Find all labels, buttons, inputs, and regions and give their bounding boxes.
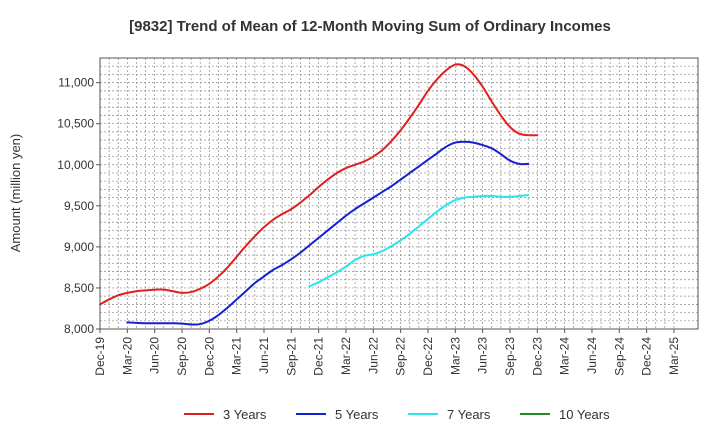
- x-tick-label: Mar-21: [230, 337, 244, 375]
- x-axis-ticks: Dec-19 Mar-20 Jun-20 Sep-20 Dec-20 Mar-21 Jun-…: [93, 329, 681, 376]
- legend-label: 7 Years: [447, 407, 491, 422]
- series-line-3-years: [99, 63, 539, 306]
- x-tick-label: Mar-24: [558, 337, 572, 375]
- x-tick-label: Mar-25: [667, 337, 681, 375]
- y-tick-label: 11,000: [58, 76, 94, 90]
- chart-title: [9832] Trend of Mean of 12-Month Moving …: [129, 18, 611, 35]
- legend-label: 10 Years: [559, 407, 610, 422]
- x-tick-label: Dec-20: [202, 337, 216, 376]
- x-tick-label: Sep-21: [284, 337, 298, 376]
- y-axis-label: Amount (million yen): [8, 134, 23, 253]
- x-tick-label: Jun-23: [476, 337, 490, 374]
- y-tick-label: 9,500: [64, 199, 94, 213]
- y-tick-label: 10,000: [57, 158, 94, 172]
- x-tick-label: Jun-24: [585, 337, 599, 374]
- x-tick-label: Dec-19: [93, 337, 107, 376]
- x-tick-label: Mar-20: [120, 337, 134, 375]
- x-tick-label: Jun-20: [148, 337, 162, 374]
- y-tick-label: 10,500: [57, 117, 94, 131]
- x-tick-label: Dec-22: [421, 337, 435, 376]
- x-tick-label: Mar-22: [339, 337, 353, 375]
- x-tick-label: Mar-23: [448, 337, 462, 375]
- x-tick-label: Dec-21: [312, 337, 326, 376]
- series-layer: [99, 63, 539, 326]
- legend-label: 3 Years: [223, 407, 267, 422]
- y-tick-label: 8,500: [64, 281, 94, 295]
- x-tick-label: Jun-22: [366, 337, 380, 374]
- x-tick-label: Sep-22: [394, 337, 408, 376]
- y-tick-label: 9,000: [64, 240, 94, 254]
- x-tick-label: Dec-24: [640, 337, 654, 376]
- y-axis-ticks: 8,000 8,500 9,000 9,500 10,000 10,500 11,000: [57, 76, 100, 336]
- legend-label: 5 Years: [335, 407, 379, 422]
- legend: 3 Years 5 Years 7 Years 10 Years: [184, 407, 610, 422]
- grid-layer: [99, 57, 698, 330]
- x-tick-label: Sep-23: [503, 337, 517, 376]
- series-line-5-years: [126, 140, 530, 326]
- x-tick-label: Dec-23: [530, 337, 544, 376]
- x-tick-label: Sep-24: [612, 337, 626, 376]
- x-tick-label: Sep-20: [175, 337, 189, 376]
- series-line-7-years: [308, 194, 530, 288]
- y-tick-label: 8,000: [64, 322, 94, 336]
- x-tick-label: Jun-21: [257, 337, 271, 374]
- plot-frame: [99, 57, 699, 330]
